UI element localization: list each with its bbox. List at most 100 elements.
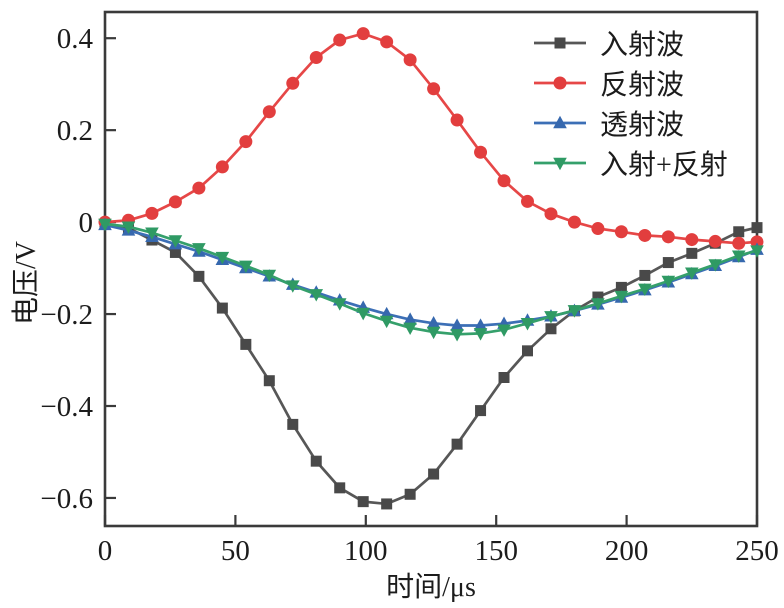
legend-item-transmitted-wave: 透射波 bbox=[534, 103, 728, 143]
marker-transmitted-wave bbox=[403, 312, 417, 325]
marker-reflected-wave bbox=[168, 195, 182, 209]
marker-incident-wave bbox=[498, 372, 510, 384]
marker-incident-plus-reflected bbox=[544, 311, 558, 324]
marker-incident-plus-reflected bbox=[567, 305, 582, 318]
legend-item-label: 入射波 bbox=[600, 30, 685, 61]
marker-reflected-wave bbox=[403, 53, 417, 67]
marker-incident-plus-reflected bbox=[426, 326, 441, 340]
square-legend-key-icon bbox=[534, 37, 586, 49]
y-axis-label: 电压/V bbox=[11, 240, 42, 326]
marker-incident-plus-reflected bbox=[98, 218, 112, 232]
marker-incident-plus-reflected bbox=[591, 298, 605, 311]
marker-incident-plus-reflected bbox=[239, 260, 253, 273]
marker-incident-plus-reflected bbox=[403, 322, 417, 336]
marker-incident-plus-reflected bbox=[121, 221, 136, 234]
marker-reflected-wave bbox=[685, 233, 699, 247]
marker-incident-plus-reflected bbox=[285, 280, 300, 293]
x-axis-label: 时间/μs bbox=[386, 572, 476, 603]
x-tick-label: 100 bbox=[344, 535, 388, 567]
marker-incident-wave bbox=[287, 418, 299, 430]
triangle-down-legend-key-icon bbox=[534, 157, 586, 171]
marker-incident-wave bbox=[592, 291, 604, 303]
marker-incident-plus-reflected bbox=[685, 267, 699, 280]
marker-reflected-wave bbox=[333, 33, 347, 47]
marker-reflected-wave bbox=[427, 82, 441, 96]
x-tick-label: 0 bbox=[98, 535, 113, 567]
series-line-incident-wave bbox=[103, 223, 759, 506]
marker-reflected-wave bbox=[614, 225, 628, 239]
marker-incident-wave bbox=[475, 405, 487, 417]
legend-key-marker bbox=[553, 115, 567, 129]
marker-reflected-wave bbox=[750, 235, 764, 249]
marker-reflected-wave bbox=[450, 113, 464, 127]
marker-transmitted-wave bbox=[426, 316, 441, 329]
marker-incident-plus-reflected bbox=[379, 315, 394, 329]
marker-reflected-wave bbox=[262, 105, 276, 119]
marker-reflected-wave bbox=[544, 207, 558, 221]
marker-incident-plus-reflected bbox=[450, 329, 464, 342]
marker-reflected-wave bbox=[145, 206, 159, 220]
marker-incident-wave bbox=[357, 496, 369, 508]
marker-incident-plus-reflected bbox=[356, 307, 370, 321]
marker-incident-wave bbox=[310, 455, 322, 467]
y-tick-label: −0.4 bbox=[40, 391, 93, 423]
marker-reflected-wave bbox=[708, 234, 722, 248]
marker-reflected-wave bbox=[732, 236, 746, 250]
x-tick-label: 250 bbox=[735, 535, 779, 567]
marker-incident-plus-reflected bbox=[661, 275, 676, 289]
marker-incident-plus-reflected bbox=[708, 259, 723, 272]
marker-incident-wave bbox=[428, 468, 440, 480]
marker-incident-plus-reflected bbox=[731, 250, 746, 263]
series-incident-plus-reflected bbox=[98, 218, 764, 342]
marker-reflected-wave bbox=[309, 51, 323, 65]
legend-key-marker bbox=[554, 37, 566, 49]
marker-incident-plus-reflected bbox=[215, 251, 230, 265]
x-tick-label: 150 bbox=[474, 535, 518, 567]
marker-reflected-wave bbox=[591, 222, 605, 236]
series-incident-wave bbox=[99, 218, 763, 510]
marker-incident-plus-reflected bbox=[309, 289, 324, 302]
marker-reflected-wave bbox=[192, 181, 206, 195]
y-tick-label: 0.4 bbox=[57, 23, 94, 55]
marker-reflected-wave bbox=[638, 228, 652, 242]
legend: 入射波反射波透射波入射+反射 bbox=[534, 23, 728, 183]
marker-reflected-wave bbox=[474, 145, 488, 159]
marker-incident-plus-reflected bbox=[638, 283, 652, 296]
marker-reflected-wave bbox=[567, 215, 581, 229]
marker-incident-wave bbox=[240, 338, 252, 350]
legend-item-label: 反射波 bbox=[600, 70, 685, 101]
marker-incident-wave bbox=[639, 269, 651, 281]
marker-incident-plus-reflected bbox=[497, 324, 511, 337]
marker-transmitted-wave bbox=[450, 318, 464, 331]
marker-reflected-wave bbox=[215, 160, 229, 174]
marker-incident-wave bbox=[381, 498, 393, 510]
marker-incident-wave bbox=[263, 375, 275, 387]
marker-incident-wave bbox=[751, 222, 763, 234]
marker-incident-wave bbox=[686, 247, 698, 259]
marker-incident-wave bbox=[334, 482, 346, 494]
marker-reflected-wave bbox=[286, 76, 300, 90]
legend-item-incident-wave: 入射波 bbox=[534, 23, 728, 63]
marker-incident-wave bbox=[169, 246, 181, 258]
marker-incident-plus-reflected bbox=[750, 245, 764, 258]
marker-incident-plus-reflected bbox=[145, 227, 159, 240]
x-tick-label: 200 bbox=[605, 535, 649, 567]
marker-incident-wave bbox=[521, 345, 533, 357]
legend-key-marker bbox=[553, 76, 567, 90]
triangle-up-legend-key-icon bbox=[534, 115, 586, 129]
marker-incident-wave bbox=[615, 281, 627, 293]
legend-key-marker bbox=[553, 157, 567, 171]
circle-legend-key-icon bbox=[534, 76, 586, 90]
marker-transmitted-wave bbox=[473, 318, 488, 331]
y-tick-label: 0.2 bbox=[57, 115, 93, 147]
marker-incident-plus-reflected bbox=[192, 243, 206, 256]
marker-reflected-wave bbox=[520, 194, 534, 208]
marker-incident-wave bbox=[404, 488, 416, 500]
legend-item-label: 入射+反射 bbox=[600, 150, 728, 181]
marker-incident-plus-reflected bbox=[473, 328, 488, 341]
legend-item-label: 透射波 bbox=[600, 110, 685, 141]
marker-incident-wave bbox=[216, 302, 228, 314]
marker-incident-plus-reflected bbox=[262, 269, 277, 283]
